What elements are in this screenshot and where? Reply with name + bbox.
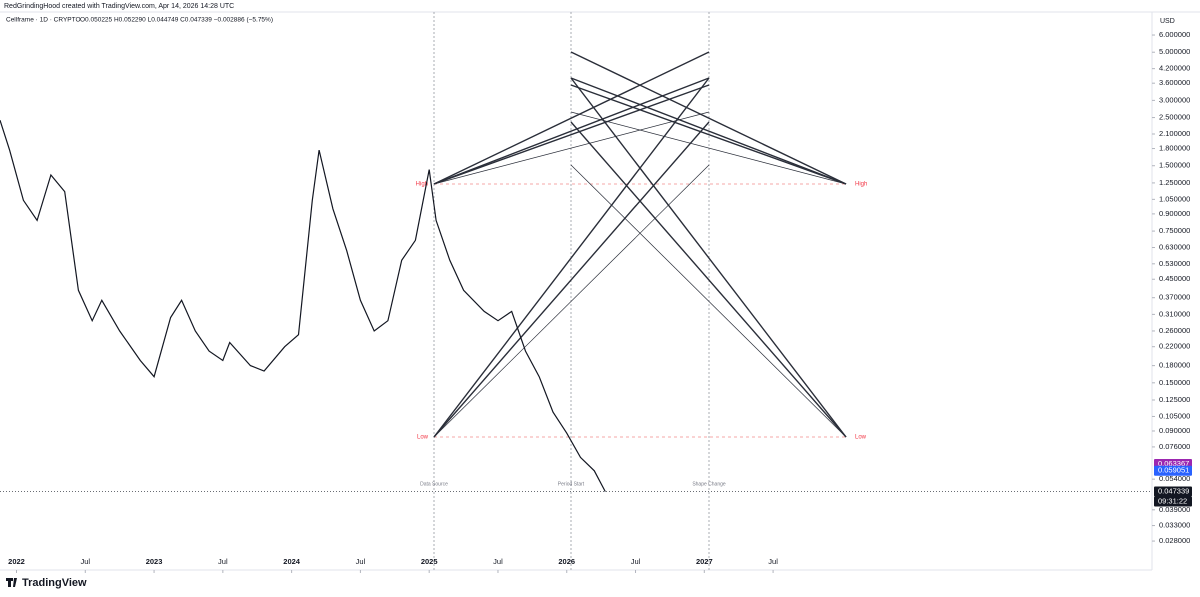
fan-line	[570, 84, 847, 185]
y-tick-label: 1.050000	[1159, 194, 1190, 203]
y-tick-label: 0.105000	[1159, 411, 1190, 420]
annotation: Shape Change	[692, 481, 726, 487]
fan-line	[570, 77, 847, 438]
y-tick-label: 0.370000	[1159, 293, 1190, 302]
ohlc: O0.050225 H0.052290 L0.044749 C0.047339 …	[80, 17, 273, 24]
y-tick-label: 2.100000	[1159, 129, 1190, 138]
y-tick-label: 0.076000	[1159, 442, 1190, 451]
y-tick-label: 0.054000	[1159, 474, 1190, 483]
y-tick-label: 1.250000	[1159, 178, 1190, 187]
y-tick-label: 0.125000	[1159, 395, 1190, 404]
x-tick-label: Jul	[218, 557, 228, 566]
y-tick-label: 0.039000	[1159, 505, 1190, 514]
y-tick-label: 2.500000	[1159, 113, 1190, 122]
x-tick-label: Jul	[80, 557, 90, 566]
x-tick-label: Jul	[631, 557, 641, 566]
symbol-title: Cellframe · 1D · CRYPTO	[6, 17, 81, 24]
fan-line	[433, 111, 710, 185]
drawings	[433, 12, 847, 570]
logo: TradingView	[6, 577, 87, 589]
y-tick-label: 0.900000	[1159, 209, 1190, 218]
y-tick-label: 4.200000	[1159, 64, 1190, 73]
brand: TradingView	[22, 577, 87, 589]
price-label-box	[1154, 465, 1192, 476]
fan-line	[433, 77, 710, 438]
fan-line	[433, 164, 710, 438]
annotation: Period Start	[558, 481, 585, 487]
price-label: 0.063367	[1158, 459, 1189, 468]
y-tick-label: 0.150000	[1159, 378, 1190, 387]
y-tick-label: 0.310000	[1159, 309, 1190, 318]
y-tick-label: 0.090000	[1159, 426, 1190, 435]
x-tick-label: Jul	[768, 557, 778, 566]
y-tick-label: 3.000000	[1159, 95, 1190, 104]
price-line	[0, 120, 606, 492]
fan-line	[570, 77, 847, 185]
annotation: High	[855, 182, 867, 188]
x-tick-label: 2026	[558, 557, 575, 566]
x-tick-label: 2025	[421, 557, 438, 566]
y-tick-label: 5.000000	[1159, 47, 1190, 56]
annotation: Low	[855, 435, 867, 441]
countdown-box	[1154, 496, 1192, 507]
fan-line	[570, 51, 847, 185]
y-tick-label: 0.260000	[1159, 326, 1190, 335]
y-tick-label: 3.600000	[1159, 78, 1190, 87]
header: RedGrindingHood created with TradingView…	[4, 3, 234, 10]
y-tick-label: 0.033000	[1159, 521, 1190, 530]
fan-line	[570, 121, 847, 438]
y-tick-label: 0.750000	[1159, 226, 1190, 235]
y-tick-label: 0.530000	[1159, 259, 1190, 268]
price-label-box	[1154, 486, 1192, 497]
x-tick-label: 2027	[696, 557, 713, 566]
y-tick-label: 1.800000	[1159, 144, 1190, 153]
y-tick-label: 1.500000	[1159, 161, 1190, 170]
annotation: Data Source	[420, 481, 448, 487]
y-tick-label: 0.630000	[1159, 243, 1190, 252]
countdown: 09:31:22	[1158, 497, 1187, 506]
fan-line	[433, 121, 710, 438]
price-label: 0.059051	[1158, 466, 1189, 475]
fan-line	[433, 84, 710, 185]
fan-line	[570, 164, 847, 438]
annotation: High	[416, 182, 428, 188]
annotation: Low	[417, 435, 429, 441]
y-tick-label: 0.220000	[1159, 342, 1190, 351]
y-tick-label: 6.000000	[1159, 30, 1190, 39]
logo-icon	[6, 578, 17, 587]
y-tick-label: 0.180000	[1159, 361, 1190, 370]
price-label: 0.047339	[1158, 487, 1189, 496]
x-tick-label: 2023	[146, 557, 163, 566]
x-tick-label: 2024	[283, 557, 301, 566]
chart-area	[0, 12, 1200, 597]
x-tick-label: 2022	[8, 557, 25, 566]
fan-line	[433, 51, 710, 185]
y-tick-label: 0.450000	[1159, 274, 1190, 283]
y-tick-label: 0.028000	[1159, 536, 1190, 545]
fan-line	[570, 111, 847, 185]
x-tick-label: Jul	[356, 557, 366, 566]
x-tick-label: Jul	[493, 557, 503, 566]
currency: USD	[1160, 18, 1175, 25]
